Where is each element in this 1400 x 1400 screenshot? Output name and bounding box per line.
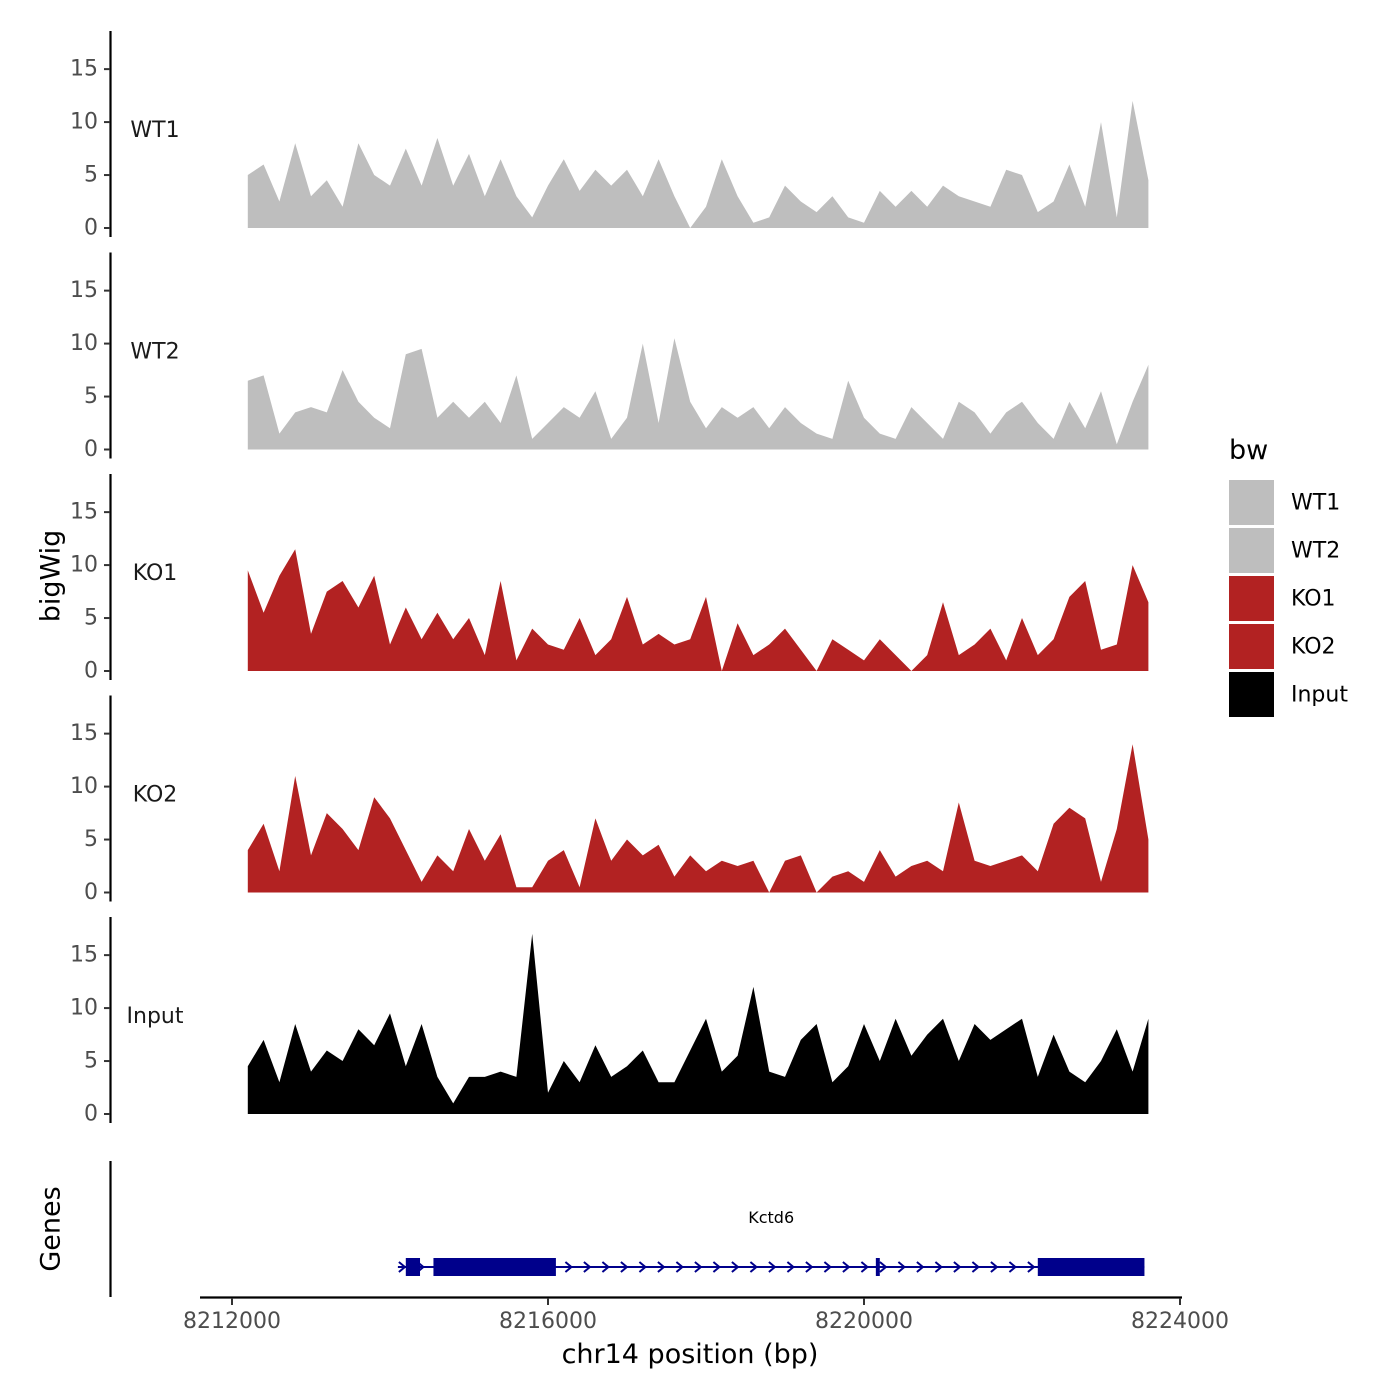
x-tick-label: 8224000 — [1131, 1309, 1229, 1334]
gene-exon — [405, 1258, 421, 1276]
y-tick-label: 0 — [84, 880, 98, 905]
legend-label-input: Input — [1291, 683, 1348, 708]
track-label-input: Input — [127, 1004, 184, 1029]
strand-arrow — [1008, 1261, 1017, 1273]
y-tick-label: 5 — [84, 606, 98, 631]
x-tick-label: 8216000 — [499, 1309, 597, 1334]
strand-arrow — [398, 1261, 407, 1273]
strand-arrow — [675, 1261, 684, 1273]
strand-arrow — [805, 1261, 814, 1273]
coverage-area-wt1 — [247, 100, 1149, 228]
y-tick-label: 15 — [70, 278, 98, 303]
y-tick-label: 5 — [84, 827, 98, 852]
x-tick-label: 8220000 — [815, 1309, 913, 1334]
y-tick-label: 10 — [70, 996, 98, 1021]
coverage-area-input — [247, 933, 1149, 1114]
gene-track-panel: Genes Kctd6 — [36, 1161, 1145, 1297]
y-tick-label: 0 — [84, 659, 98, 684]
legend-label-wt2: WT2 — [1291, 539, 1340, 564]
strand-arrow — [638, 1261, 647, 1273]
strand-arrow — [971, 1261, 980, 1273]
track-label-ko1: KO1 — [133, 561, 178, 586]
y-tick-label: 15 — [70, 500, 98, 525]
gene-exon — [1037, 1258, 1145, 1276]
track-panel-wt1: 0 5 10 15 WT1 — [70, 31, 1149, 241]
gene-exon — [875, 1258, 880, 1276]
strand-arrow — [712, 1261, 721, 1273]
legend-label-wt1: WT1 — [1291, 491, 1340, 516]
coverage-area-wt2 — [247, 338, 1149, 450]
bigwig-tracks: 0 5 10 15 WT1 0 5 10 15 WT2 0 5 10 15 KO1 0 5 10 15 KO2 0 5 10… — [70, 31, 1149, 1127]
strand-arrow — [916, 1261, 925, 1273]
legend-title: bw — [1229, 435, 1268, 466]
y-tick-label: 10 — [70, 553, 98, 578]
gene-panel-title: Genes — [36, 1186, 67, 1271]
strand-arrow — [897, 1261, 906, 1273]
legend: bw WT1 WT2 KO1 KO2 Input — [1229, 435, 1348, 717]
legend-key-input — [1229, 672, 1274, 717]
y-axis-title: bigWig — [36, 530, 67, 623]
track-label-ko2: KO2 — [133, 783, 178, 808]
strand-arrow — [953, 1261, 962, 1273]
track-label-wt1: WT1 — [130, 118, 179, 143]
track-panel-input: 0 5 10 15 Input — [70, 917, 1149, 1127]
y-tick-label: 10 — [70, 331, 98, 356]
strand-arrow — [749, 1261, 758, 1273]
strand-arrow — [694, 1261, 703, 1273]
legend-label-ko2: KO2 — [1291, 635, 1336, 660]
y-tick-label: 0 — [84, 1102, 98, 1127]
legend-key-ko1 — [1229, 576, 1274, 621]
y-tick-label: 15 — [70, 721, 98, 746]
gene-label: Kctd6 — [748, 1208, 794, 1227]
x-axis-ticks: 8212000 8216000 8220000 8224000 — [183, 1298, 1229, 1334]
track-panel-ko2: 0 5 10 15 KO2 — [70, 695, 1149, 905]
y-tick-label: 15 — [70, 943, 98, 968]
x-axis: 8212000 8216000 8220000 8224000 chr14 posit… — [183, 1296, 1229, 1370]
x-axis-title: chr14 position (bp) — [562, 1339, 819, 1370]
strand-arrow — [583, 1261, 592, 1273]
strand-arrow — [601, 1261, 610, 1273]
legend-label-ko1: KO1 — [1291, 587, 1336, 612]
y-tick-label: 0 — [84, 437, 98, 462]
y-tick-label: 15 — [70, 57, 98, 82]
gene-model — [397, 1258, 1145, 1276]
legend-key-wt1 — [1229, 480, 1274, 525]
track-panel-ko1: 0 5 10 15 KO1 — [70, 474, 1149, 684]
strand-arrow — [620, 1261, 629, 1273]
legend-key-wt2 — [1229, 528, 1274, 573]
track-panel-wt2: 0 5 10 15 WT2 — [70, 252, 1149, 462]
strand-arrow — [768, 1261, 777, 1273]
track-label-wt2: WT2 — [130, 340, 179, 365]
strand-arrow — [1027, 1261, 1036, 1273]
strand-arrow — [934, 1261, 943, 1273]
strand-arrow — [879, 1261, 888, 1273]
strand-arrow — [564, 1261, 573, 1273]
y-tick-label: 10 — [70, 774, 98, 799]
strand-arrow — [990, 1261, 999, 1273]
y-tick-label: 5 — [84, 1049, 98, 1074]
y-tick-label: 5 — [84, 163, 98, 188]
strand-arrow — [860, 1261, 869, 1273]
strand-arrow — [842, 1261, 851, 1273]
legend-key-ko2 — [1229, 624, 1274, 669]
y-tick-label: 10 — [70, 110, 98, 135]
strand-arrow — [731, 1261, 740, 1273]
strand-arrow — [823, 1261, 832, 1273]
y-tick-label: 0 — [84, 216, 98, 241]
y-tick-label: 5 — [84, 384, 98, 409]
coverage-area-ko1 — [247, 549, 1149, 671]
x-tick-label: 8212000 — [183, 1309, 281, 1334]
coverage-area-ko2 — [247, 744, 1149, 893]
gene-exon — [433, 1258, 556, 1276]
legend-entries: WT1 WT2 KO1 KO2 Input — [1229, 480, 1348, 717]
strand-arrow — [786, 1261, 795, 1273]
strand-arrow — [657, 1261, 666, 1273]
